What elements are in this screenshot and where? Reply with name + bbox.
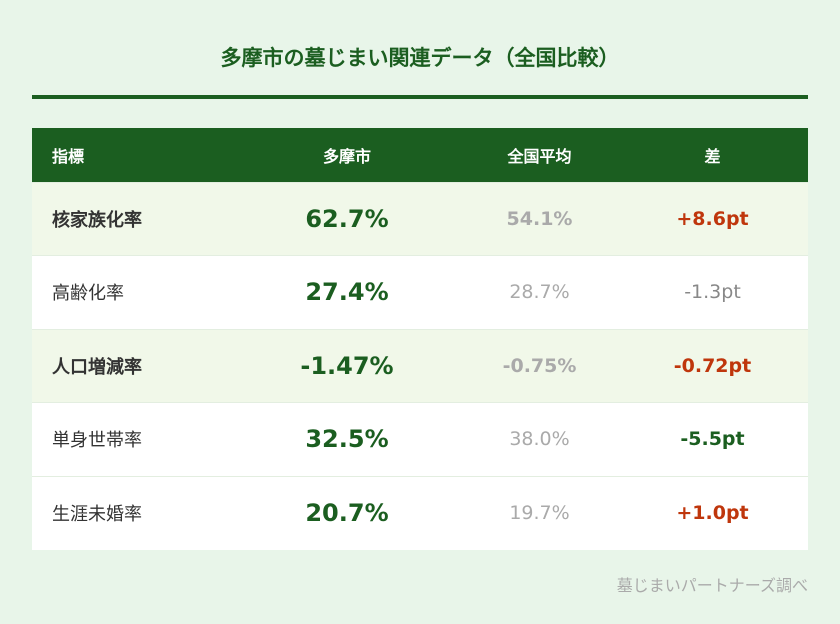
- indicator-label: 人口増減率: [32, 328, 232, 403]
- local-value: 20.7%: [232, 475, 462, 550]
- national-value: 38.0%: [462, 402, 617, 476]
- indicator-label: 核家族化率: [32, 181, 232, 256]
- table-row: 単身世帯率 32.5% 38.0% -5.5pt: [32, 402, 808, 476]
- comparison-table: 指標 多摩市 全国平均 差 核家族化率 62.7% 54.1% +8.6pt 高齢化率 2…: [32, 128, 808, 550]
- indicator-label: 単身世帯率: [32, 402, 232, 476]
- table-row: 生涯未婚率 20.7% 19.7% +1.0pt: [32, 475, 808, 550]
- table-row: 核家族化率 62.7% 54.1% +8.6pt: [32, 181, 808, 256]
- national-value: 54.1%: [462, 181, 617, 256]
- header-local: 多摩市: [232, 128, 462, 182]
- national-value: -0.75%: [462, 328, 617, 403]
- table-row: 人口増減率 -1.47% -0.75% -0.72pt: [32, 328, 808, 403]
- diff-value: +1.0pt: [617, 475, 808, 550]
- indicator-label: 生涯未婚率: [32, 475, 232, 550]
- header-diff: 差: [617, 128, 808, 182]
- diff-value: -5.5pt: [617, 402, 808, 476]
- header-national: 全国平均: [462, 128, 617, 182]
- page-title: 多摩市の墓じまい関連データ（全国比較）: [220, 46, 620, 70]
- source-note: 墓じまいパートナーズ調べ: [616, 576, 808, 595]
- local-value: 32.5%: [232, 402, 462, 476]
- local-value: 27.4%: [232, 255, 462, 329]
- diff-value: -1.3pt: [617, 255, 808, 329]
- national-value: 28.7%: [462, 255, 617, 329]
- title-divider: [32, 95, 808, 99]
- local-value: -1.47%: [232, 328, 462, 403]
- national-value: 19.7%: [462, 475, 617, 550]
- header-indicator: 指標: [32, 128, 232, 182]
- table-header: 指標 多摩市 全国平均 差: [32, 128, 808, 182]
- diff-value: +8.6pt: [617, 181, 808, 256]
- local-value: 62.7%: [232, 181, 462, 256]
- indicator-label: 高齢化率: [32, 255, 232, 329]
- table-row: 高齢化率 27.4% 28.7% -1.3pt: [32, 255, 808, 329]
- diff-value: -0.72pt: [617, 328, 808, 403]
